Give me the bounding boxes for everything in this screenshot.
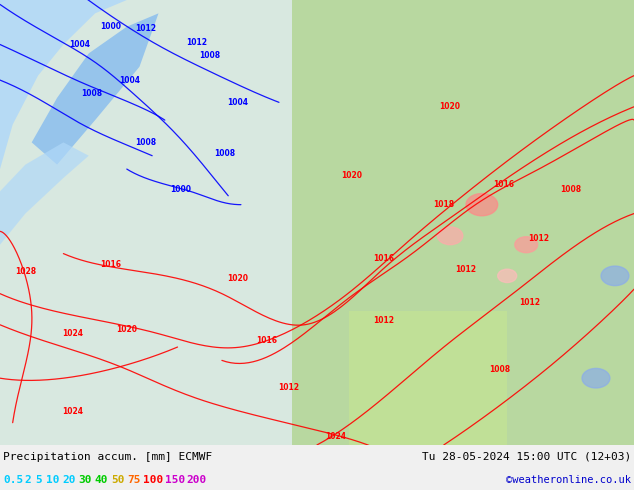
Text: 1018: 1018: [433, 200, 455, 209]
Text: 1008: 1008: [135, 138, 157, 147]
Circle shape: [515, 237, 538, 253]
Text: 1020: 1020: [227, 273, 249, 283]
Text: 1020: 1020: [341, 171, 363, 180]
Text: Precipitation accum. [mm] ECMWF: Precipitation accum. [mm] ECMWF: [3, 452, 212, 462]
Text: 1012: 1012: [455, 265, 477, 274]
Text: 1016: 1016: [373, 253, 394, 263]
Polygon shape: [0, 143, 89, 245]
Text: 2: 2: [25, 475, 32, 486]
Text: 5: 5: [36, 475, 42, 486]
Text: 0.5: 0.5: [3, 475, 23, 486]
Text: 1004: 1004: [227, 98, 249, 107]
Text: 1008: 1008: [560, 185, 581, 194]
Circle shape: [466, 194, 498, 216]
Text: 1016: 1016: [493, 180, 515, 189]
Polygon shape: [349, 312, 507, 445]
Text: 1024: 1024: [62, 329, 84, 338]
Text: 30: 30: [79, 475, 92, 486]
Text: 1012: 1012: [519, 298, 540, 307]
Text: 1024: 1024: [325, 432, 347, 441]
Text: 1008: 1008: [214, 149, 236, 158]
Text: 1004: 1004: [119, 75, 141, 85]
Text: 1012: 1012: [373, 316, 394, 325]
Text: 150: 150: [165, 475, 185, 486]
Text: 75: 75: [127, 475, 141, 486]
Text: 1024: 1024: [62, 407, 84, 416]
Circle shape: [601, 266, 629, 286]
Circle shape: [437, 227, 463, 245]
Text: 1028: 1028: [15, 267, 36, 276]
Text: 40: 40: [95, 475, 108, 486]
Text: 1000: 1000: [170, 185, 191, 194]
Text: 50: 50: [111, 475, 124, 486]
Polygon shape: [32, 13, 158, 165]
Text: 200: 200: [186, 475, 207, 486]
Text: 1016: 1016: [100, 260, 122, 269]
Text: 1020: 1020: [439, 102, 461, 111]
Circle shape: [498, 269, 517, 283]
Text: 1012: 1012: [528, 234, 550, 243]
Text: 10: 10: [46, 475, 60, 486]
Polygon shape: [0, 0, 127, 169]
Text: ©weatheronline.co.uk: ©weatheronline.co.uk: [506, 475, 631, 486]
Text: 1012: 1012: [135, 24, 157, 33]
Polygon shape: [0, 0, 304, 445]
Polygon shape: [292, 0, 634, 445]
Text: 1000: 1000: [100, 22, 122, 31]
Text: 100: 100: [143, 475, 164, 486]
Text: 1016: 1016: [256, 336, 277, 345]
Text: 1008: 1008: [81, 89, 103, 98]
Text: Tu 28-05-2024 15:00 UTC (12+03): Tu 28-05-2024 15:00 UTC (12+03): [422, 452, 631, 462]
Text: 20: 20: [62, 475, 76, 486]
Text: 1004: 1004: [68, 40, 90, 49]
Text: 1008: 1008: [198, 51, 220, 60]
Text: 1012: 1012: [186, 38, 207, 47]
Text: 1012: 1012: [278, 383, 299, 392]
Text: 1020: 1020: [116, 325, 138, 334]
Text: 1008: 1008: [489, 365, 510, 374]
Circle shape: [582, 368, 610, 388]
